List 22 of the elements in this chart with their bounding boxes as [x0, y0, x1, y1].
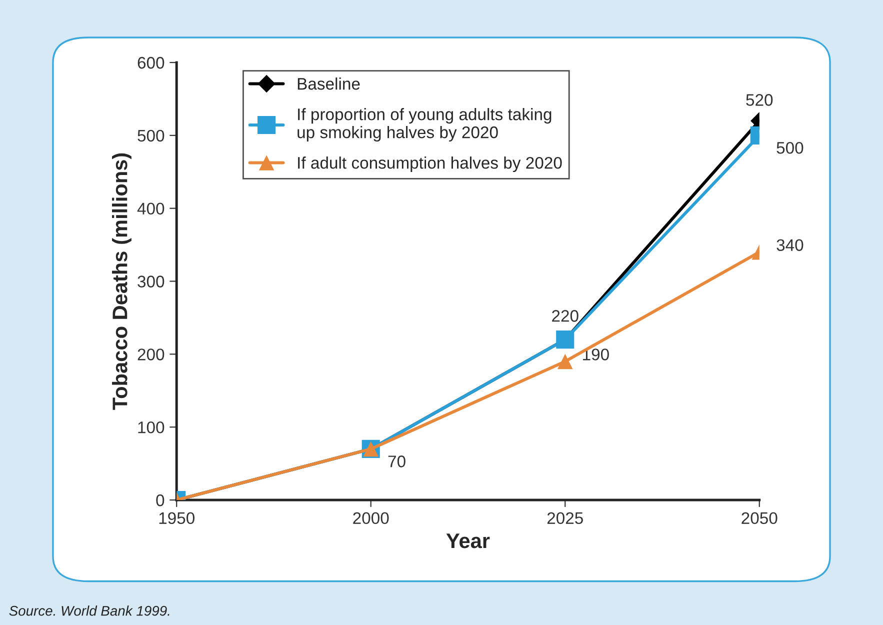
x-tick-label: 2025 [547, 512, 583, 524]
x-tick-label: 1950 [159, 512, 194, 524]
source-note: Source. World Bank 1999. [9, 606, 170, 616]
y-tick-label: 500 [138, 130, 164, 142]
legend-label: If proportion of young adults taking up smoking halves by 2020 [298, 108, 552, 142]
data-label: 340 [776, 239, 804, 251]
x-axis-title: Year [446, 534, 490, 548]
legend-label: If adult consumption halves by 2020 [298, 156, 562, 172]
y-tick-label: 100 [138, 421, 164, 434]
data-label: 500 [776, 142, 804, 154]
legend-label: Baseline [298, 78, 360, 90]
y-axis-title: Tobacco Deaths (millions) [112, 153, 132, 410]
y-tick-label: 300 [138, 276, 164, 288]
data-label: 220 [552, 310, 578, 322]
x-tick-label: 2000 [353, 512, 389, 524]
y-tick-label: 400 [137, 202, 164, 215]
x-tick-label: 2050 [742, 512, 778, 524]
y-tick-label: 600 [138, 56, 164, 69]
data-label: 70 [388, 456, 406, 468]
data-label: 520 [746, 94, 773, 106]
y-tick-label: 200 [138, 348, 164, 360]
y-tick-label: 0 [156, 494, 164, 506]
